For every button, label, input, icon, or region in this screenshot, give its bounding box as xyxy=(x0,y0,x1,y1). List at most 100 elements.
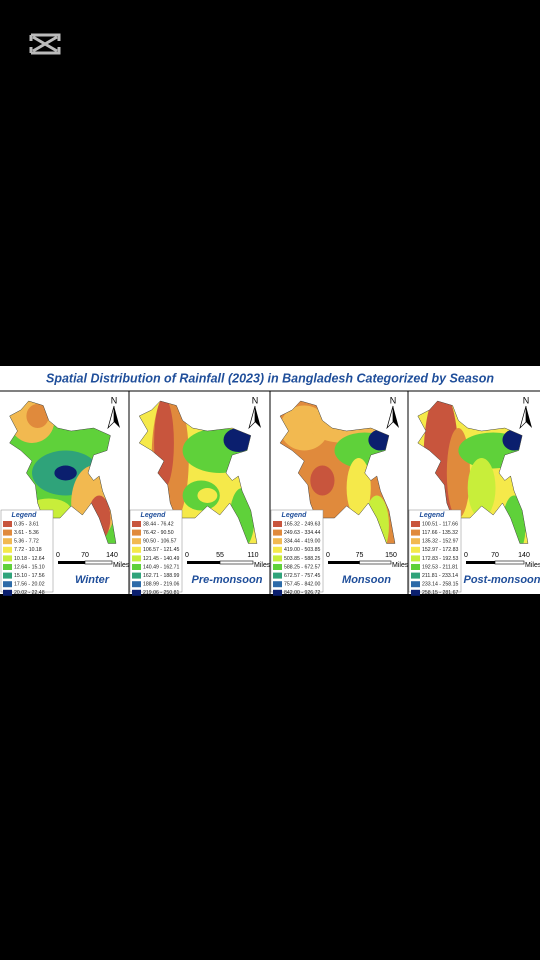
scale-label: 75 xyxy=(356,552,364,559)
figure-title: Spatial Distribution of Rainfall (2023) … xyxy=(46,371,494,385)
legend-title: Legend xyxy=(12,512,38,519)
legend-swatch xyxy=(132,546,141,553)
scale-label: 0 xyxy=(185,552,189,559)
legend-label: 117.66 - 135.32 xyxy=(422,530,458,536)
country-outline xyxy=(279,400,396,544)
legend-label: 20.02 - 22.48 xyxy=(14,590,45,596)
legend-swatch xyxy=(273,589,282,596)
legend-label: 76.42 - 90.50 xyxy=(143,530,174,536)
legend-label: 17.56 - 20.02 xyxy=(14,582,45,588)
season-label: Post-monsoon xyxy=(464,574,540,586)
legend-swatch xyxy=(411,546,420,553)
legend-swatch xyxy=(3,538,12,545)
scale-label: 110 xyxy=(247,552,258,559)
legend-swatch xyxy=(3,564,12,570)
north-arrow xyxy=(107,405,115,430)
scale-bar xyxy=(328,561,360,564)
legend-swatch xyxy=(411,564,420,570)
legend-swatch xyxy=(411,538,420,545)
legend-label: 121.45 - 140.49 xyxy=(143,556,179,562)
scale-label: 0 xyxy=(326,552,330,559)
legend-label: 334.44 - 419.00 xyxy=(284,539,320,545)
rainfall-zone xyxy=(197,488,218,503)
legend-label: 106.57 - 121.45 xyxy=(143,547,179,553)
north-arrow xyxy=(114,406,120,428)
scale-label: 55 xyxy=(216,552,224,559)
legend-swatch xyxy=(273,529,282,536)
legend-label: 842.00 - 926.72 xyxy=(284,590,320,596)
north-arrow xyxy=(393,406,399,428)
legend-label: 152.97 - 172.83 xyxy=(422,547,458,553)
scale-label: 70 xyxy=(491,552,499,559)
legend-swatch xyxy=(273,521,282,527)
scale-units: Miles xyxy=(254,562,271,569)
legend-label: 38.44 - 76.42 xyxy=(143,521,174,527)
legend-label: 162.71 - 188.99 xyxy=(143,573,179,579)
legend-swatch xyxy=(273,546,282,553)
legend-label: 140.49 - 162.71 xyxy=(143,564,179,570)
scale-label: 140 xyxy=(106,552,118,559)
legend-swatch xyxy=(3,546,12,553)
north-arrow xyxy=(526,406,532,428)
legend-label: 172.83 - 192.53 xyxy=(422,556,458,562)
rainfall-zone xyxy=(310,465,335,496)
legend-swatch xyxy=(273,538,282,545)
country-outline xyxy=(417,400,529,544)
scale-bar xyxy=(359,560,392,565)
legend-label: 165.32 - 249.63 xyxy=(284,521,320,527)
legend-label: 233.14 - 258.15 xyxy=(422,582,458,588)
legend-label: 419.00 - 503.85 xyxy=(284,547,320,553)
legend-label: 672.57 - 757.45 xyxy=(284,573,320,579)
scale-units: Miles xyxy=(113,562,130,569)
legend-label: 15.10 - 17.56 xyxy=(14,573,45,579)
scale-label: 70 xyxy=(81,552,89,559)
legend-label: 135.32 - 152.97 xyxy=(422,539,458,545)
rainfall-zone xyxy=(54,465,77,481)
legend-swatch xyxy=(3,555,12,562)
app-logo xyxy=(29,33,61,55)
legend-swatch xyxy=(132,589,141,596)
legend-swatch xyxy=(3,589,12,596)
north-arrow xyxy=(519,405,527,430)
north-label: N xyxy=(390,395,397,405)
legend-label: 503.85 - 588.25 xyxy=(284,556,320,562)
legend-swatch xyxy=(3,521,12,527)
legend-swatch xyxy=(132,564,141,570)
scale-units: Miles xyxy=(525,562,540,569)
legend-title: Legend xyxy=(420,512,446,519)
legend-swatch xyxy=(273,572,282,579)
legend-label: 757.45 - 842.00 xyxy=(284,582,320,588)
rainfall-zone xyxy=(223,428,254,452)
north-arrow xyxy=(248,405,256,430)
legend-label: 258.15 - 281.67 xyxy=(422,590,458,596)
rainfall-zone xyxy=(467,458,496,518)
legend-label: 211.81 - 233.14 xyxy=(422,573,458,579)
legend-title: Legend xyxy=(282,512,308,519)
legend-swatch xyxy=(411,589,420,596)
scale-bar xyxy=(187,561,220,564)
rainfall-zone xyxy=(280,405,329,451)
north-label: N xyxy=(523,395,530,405)
scale-label: 0 xyxy=(56,552,60,559)
north-arrow xyxy=(386,405,394,430)
scale-label: 0 xyxy=(464,552,468,559)
legend-swatch xyxy=(411,581,420,588)
legend-label: 10.18 - 12.64 xyxy=(14,556,45,562)
legend-swatch xyxy=(273,555,282,562)
season-label: Monsoon xyxy=(342,574,391,586)
country-outline xyxy=(138,400,258,544)
legend-swatch xyxy=(411,529,420,536)
country-outline xyxy=(9,400,117,544)
legend-label: 7.72 - 10.18 xyxy=(14,547,42,553)
north-label: N xyxy=(111,395,118,405)
legend-label: 100.51 - 117.66 xyxy=(422,521,458,527)
legend-label: 90.50 - 106.57 xyxy=(143,539,177,545)
legend-label: 12.64 - 15.10 xyxy=(14,564,45,570)
legend-title: Legend xyxy=(141,512,167,519)
legend-label: 3.61 - 5.36 xyxy=(14,530,39,536)
rainfall-zone xyxy=(26,404,49,428)
legend-label: 188.99 - 219.06 xyxy=(143,582,179,588)
legend-label: 5.36 - 7.72 xyxy=(14,539,39,545)
